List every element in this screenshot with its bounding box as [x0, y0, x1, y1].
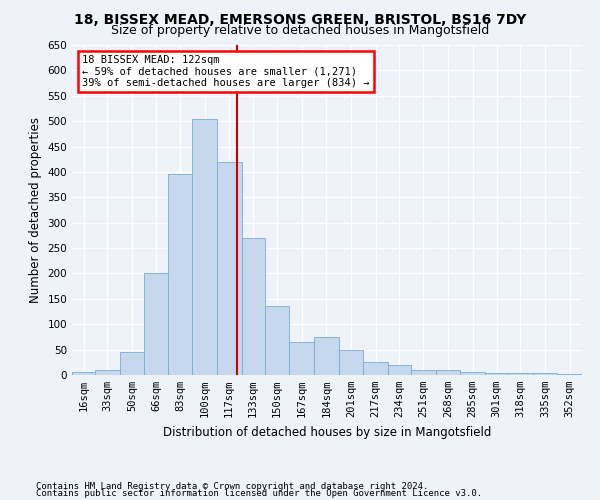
Text: 18, BISSEX MEAD, EMERSONS GREEN, BRISTOL, BS16 7DY: 18, BISSEX MEAD, EMERSONS GREEN, BRISTOL…	[74, 12, 526, 26]
Bar	[95, 370, 120, 375]
Bar	[72, 372, 95, 375]
Bar	[485, 373, 508, 375]
Bar	[242, 238, 265, 375]
Bar	[363, 362, 388, 375]
Bar	[533, 374, 557, 375]
Bar	[557, 374, 582, 375]
Bar	[167, 174, 192, 375]
Bar	[289, 342, 314, 375]
X-axis label: Distribution of detached houses by size in Mangotsfield: Distribution of detached houses by size …	[163, 426, 491, 438]
Bar	[411, 370, 436, 375]
Bar	[338, 350, 363, 375]
Y-axis label: Number of detached properties: Number of detached properties	[29, 117, 42, 303]
Text: Size of property relative to detached houses in Mangotsfield: Size of property relative to detached ho…	[111, 24, 489, 37]
Bar	[436, 370, 460, 375]
Text: 18 BISSEX MEAD: 122sqm
← 59% of detached houses are smaller (1,271)
39% of semi-: 18 BISSEX MEAD: 122sqm ← 59% of detached…	[82, 55, 370, 88]
Bar	[120, 352, 145, 375]
Text: Contains HM Land Registry data © Crown copyright and database right 2024.: Contains HM Land Registry data © Crown c…	[36, 482, 428, 491]
Bar	[508, 374, 533, 375]
Bar	[388, 365, 411, 375]
Bar	[265, 306, 289, 375]
Bar	[145, 274, 167, 375]
Bar	[314, 337, 338, 375]
Bar	[192, 118, 217, 375]
Bar	[217, 162, 242, 375]
Bar	[460, 372, 485, 375]
Text: Contains public sector information licensed under the Open Government Licence v3: Contains public sector information licen…	[36, 490, 482, 498]
